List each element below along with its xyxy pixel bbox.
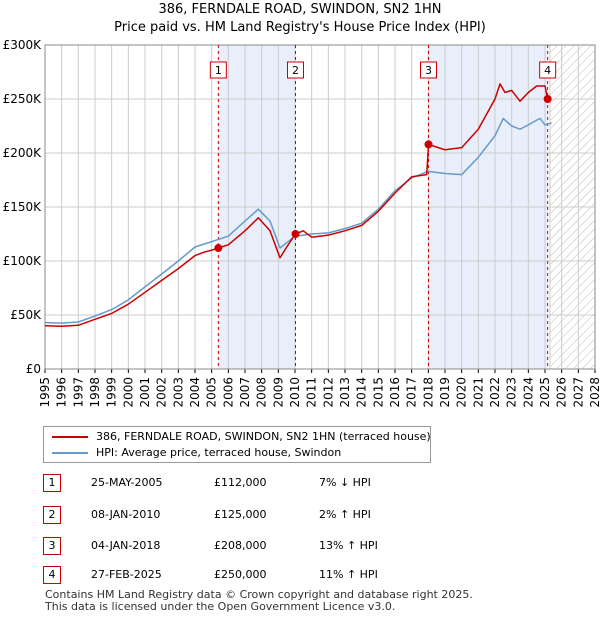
transaction-date: 04-JAN-2018 — [91, 539, 161, 552]
y-tick-label: £150K — [3, 200, 43, 214]
transaction-date: 25-MAY-2005 — [91, 476, 163, 489]
transaction-tag-box — [287, 61, 304, 79]
x-tick-label: 2027 — [571, 377, 585, 408]
y-tick-label: £300K — [3, 38, 43, 52]
transaction-tag-label: 1 — [215, 64, 222, 77]
price-paid-line — [44, 83, 549, 328]
chart-subtitle: Price paid vs. HM Land Registry's House … — [114, 20, 486, 35]
transaction-tag-label: 2 — [292, 64, 299, 77]
transaction-badge: 3 — [43, 537, 61, 555]
footer-attribution: Contains HM Land Registry data © Crown c… — [45, 589, 473, 613]
x-tick-label: 2013 — [338, 377, 352, 408]
hpi-line — [44, 117, 552, 324]
legend-label-hpi: HPI: Average price, terraced house, Swin… — [96, 446, 342, 459]
x-tick-label: 2026 — [555, 377, 569, 408]
transaction-point — [214, 244, 223, 253]
x-tick-label: 2006 — [221, 377, 235, 408]
x-tick-label: 2014 — [355, 377, 369, 408]
transaction-date: 08-JAN-2010 — [91, 508, 161, 521]
x-tick-label: 2017 — [405, 377, 419, 408]
y-tick-label: £0 — [26, 362, 41, 376]
x-tick-label: 1997 — [71, 377, 85, 408]
transaction-price: £208,000 — [214, 539, 267, 552]
transaction-hpi: 2% ↑ HPI — [319, 508, 371, 521]
transaction-hpi: 11% ↑ HPI — [319, 568, 378, 581]
y-tick-label: £250K — [3, 92, 43, 106]
transaction-tag-label: 4 — [544, 64, 551, 77]
transaction-point — [543, 95, 552, 103]
transaction-tag-box — [209, 61, 227, 79]
footer-line-copyright: Contains HM Land Registry data © Crown c… — [45, 588, 473, 601]
transaction-badge: 4 — [43, 566, 61, 584]
x-tick-label: 2003 — [171, 377, 185, 408]
x-tick-label: 2009 — [271, 377, 285, 408]
x-tick-label: 2010 — [288, 377, 302, 408]
x-tick-label: 1995 — [38, 377, 52, 408]
x-tick-label: 2015 — [371, 377, 385, 408]
x-tick-label: 2028 — [588, 377, 600, 408]
transaction-tag-box — [539, 61, 557, 79]
transaction-point — [424, 140, 433, 149]
x-tick-label: 2012 — [321, 377, 335, 408]
legend-label-price: 386, FERNDALE ROAD, SWINDON, SN2 1HN (te… — [96, 430, 431, 443]
x-tick-label: 2019 — [438, 377, 452, 408]
x-tick-label: 2025 — [538, 377, 552, 408]
x-tick-label: 2005 — [205, 377, 219, 408]
transaction-badge: 1 — [43, 474, 61, 492]
footer-line-licence: This data is licensed under the Open Gov… — [45, 600, 396, 613]
x-tick-label: 2024 — [521, 377, 535, 408]
transaction-tag-box — [420, 61, 437, 79]
x-tick-label: 1998 — [88, 377, 102, 408]
transaction-badge: 2 — [43, 506, 61, 524]
transaction-date: 27-FEB-2025 — [91, 568, 162, 581]
y-tick-label: £100K — [3, 254, 43, 268]
chart-legend: 386, FERNDALE ROAD, SWINDON, SN2 1HN (te… — [43, 426, 431, 463]
x-tick-label: 2021 — [471, 377, 485, 408]
transaction-point — [291, 230, 300, 238]
chart-title: 386, FERNDALE ROAD, SWINDON, SN2 1HN — [158, 2, 442, 17]
x-tick-label: 1996 — [55, 377, 69, 408]
x-tick-label: 2016 — [388, 377, 402, 408]
transaction-tag-label: 3 — [425, 64, 432, 77]
legend-swatch-price — [52, 436, 88, 438]
transaction-price: £250,000 — [214, 568, 267, 581]
x-tick-label: 2022 — [488, 377, 502, 408]
transaction-hpi: 13% ↑ HPI — [319, 539, 378, 552]
y-tick-label: £200K — [3, 146, 43, 160]
transaction-price: £112,000 — [214, 476, 267, 489]
legend-swatch-hpi — [52, 452, 88, 454]
x-tick-label: 2004 — [188, 377, 202, 408]
transaction-hpi: 7% ↓ HPI — [319, 476, 371, 489]
x-tick-label: 2002 — [155, 377, 169, 408]
x-tick-label: 2023 — [505, 377, 519, 408]
x-tick-label: 2001 — [138, 377, 152, 408]
x-tick-label: 2020 — [455, 377, 469, 408]
x-tick-label: 2007 — [238, 377, 252, 408]
plot-frame — [44, 44, 596, 370]
y-tick-label: £50K — [10, 308, 42, 322]
x-tick-label: 2008 — [255, 377, 269, 408]
x-tick-label: 2011 — [305, 377, 319, 408]
x-tick-label: 2000 — [121, 377, 135, 408]
x-tick-label: 1999 — [105, 377, 119, 408]
x-tick-label: 2018 — [421, 377, 435, 408]
transaction-price: £125,000 — [214, 508, 267, 521]
